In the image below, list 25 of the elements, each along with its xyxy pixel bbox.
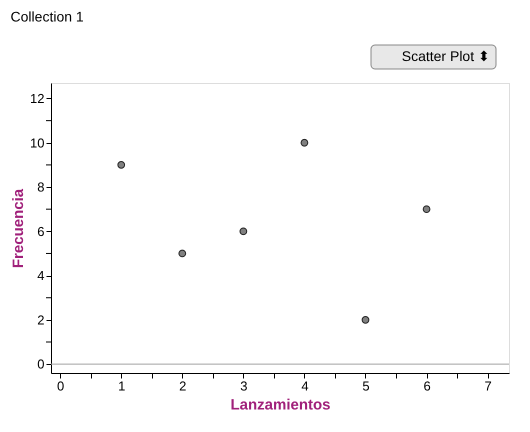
point bbox=[300, 138, 308, 147]
x-tick-label: 5 bbox=[362, 378, 370, 394]
point bbox=[240, 227, 248, 236]
x-tick-label: 6 bbox=[423, 378, 431, 394]
point bbox=[362, 316, 370, 324]
y-tick-label: 6 bbox=[37, 224, 44, 239]
x-tick-label: 2 bbox=[179, 378, 186, 394]
chart-title: Collection 1 bbox=[10, 8, 84, 24]
y-tick-label: 8 bbox=[37, 180, 44, 195]
x-tick-label: 0 bbox=[57, 378, 64, 394]
y-tick-label: 10 bbox=[30, 135, 44, 150]
text: Scatter Plot ⬍ bbox=[402, 48, 490, 64]
x-axis-title: Lanzamientos bbox=[230, 396, 331, 414]
y-tick-label: 4 bbox=[37, 268, 44, 284]
x-tick-label: 4 bbox=[301, 378, 309, 394]
point bbox=[178, 250, 186, 258]
x-tick-label: 3 bbox=[240, 378, 248, 394]
y-tick-label: 12 bbox=[30, 90, 44, 106]
point bbox=[117, 161, 126, 169]
x-tick-label: 7 bbox=[484, 378, 492, 394]
y-tick-label: 2 bbox=[37, 312, 44, 328]
x-tick-label: 1 bbox=[118, 378, 126, 394]
y-axis-title: Frecuencia bbox=[10, 188, 28, 268]
point bbox=[422, 205, 430, 214]
y-tick-label: 0 bbox=[37, 356, 44, 372]
